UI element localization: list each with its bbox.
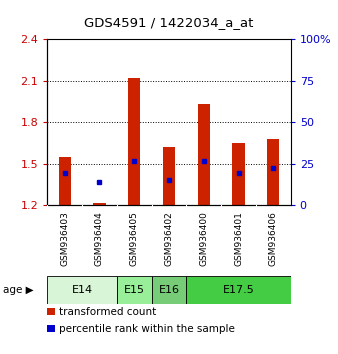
Text: transformed count: transformed count	[59, 307, 156, 316]
Bar	[198, 104, 210, 205]
Text: E14: E14	[72, 285, 93, 295]
Bar	[152, 276, 186, 304]
Text: E16: E16	[159, 285, 179, 295]
Bar	[93, 202, 105, 205]
Bar	[117, 276, 152, 304]
Bar	[186, 276, 291, 304]
Text: GSM936405: GSM936405	[130, 211, 139, 266]
Text: E15: E15	[124, 285, 145, 295]
Text: GSM936403: GSM936403	[60, 211, 69, 266]
Text: GSM936406: GSM936406	[269, 211, 278, 266]
Bar	[163, 147, 175, 205]
Text: GSM936400: GSM936400	[199, 211, 208, 266]
Bar	[128, 78, 140, 205]
Bar	[47, 276, 117, 304]
Bar	[233, 143, 245, 205]
Text: GSM936404: GSM936404	[95, 211, 104, 266]
Text: GSM936402: GSM936402	[165, 211, 173, 266]
Text: GSM936401: GSM936401	[234, 211, 243, 266]
Text: percentile rank within the sample: percentile rank within the sample	[59, 324, 235, 333]
Text: GDS4591 / 1422034_a_at: GDS4591 / 1422034_a_at	[84, 16, 254, 29]
Bar	[58, 157, 71, 205]
Bar	[267, 139, 280, 205]
Text: age ▶: age ▶	[3, 285, 34, 295]
Text: E17.5: E17.5	[223, 285, 255, 295]
